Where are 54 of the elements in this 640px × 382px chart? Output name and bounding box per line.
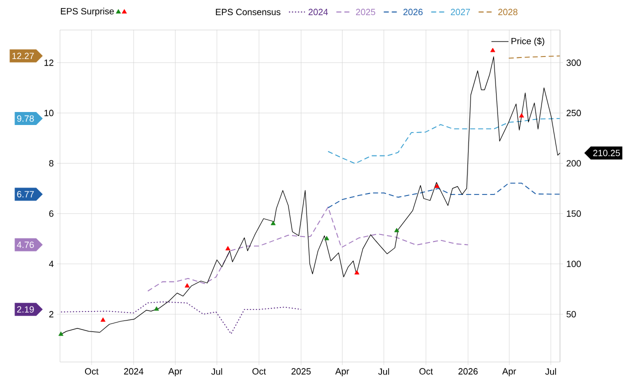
text: 4.76 [16,242,34,248]
y-tick-label: 4 [49,260,54,267]
line-series [328,118,560,164]
legend-label: 2028 [498,8,518,16]
text: 2.19 [17,306,34,313]
y-tick-label: 12 [44,60,54,66]
text: EPS Consensus [216,8,280,16]
y2-tick-label: 150 [566,210,581,217]
legend-label: 2026 [403,8,423,16]
text: EPS Surprise [60,8,114,16]
y2-tick-label: 50 [566,311,576,318]
x-tick-label: Oct [252,368,266,375]
y-tick-label: 8 [49,160,54,166]
legend-label: 2027 [450,8,470,16]
x-tick-label: Oct [84,368,99,375]
point [354,270,360,274]
text: 6.77 [17,191,34,198]
x-tick-label: Apr [335,368,350,376]
x-tick-label: Jul [545,368,556,375]
point [154,306,159,311]
legend-label: 2025 [356,8,376,16]
line-series [328,182,560,208]
point [100,317,106,322]
x-tick-label: 2026 [458,368,478,375]
text: 210.25 [593,150,620,156]
y-tick-label: 2 [49,311,54,318]
point [324,236,330,240]
y2-tick-label: 200 [566,160,581,166]
point [519,113,524,118]
line-series [147,206,468,292]
point [394,228,400,232]
point [225,246,230,250]
x-tick-label: Apr [168,368,182,376]
x-tick-label: 2024 [124,368,144,375]
x-tick-label: Jul [378,368,390,375]
line-series [60,301,302,334]
text: 12.27 [12,52,34,60]
x-tick-label: Jul [211,368,222,375]
text: 9.78 [17,115,34,122]
point [490,48,496,52]
point [270,220,276,226]
x-tick-label: 2025 [292,368,311,375]
point [434,184,440,188]
point [184,283,190,288]
y2-tick-label: 250 [566,110,581,116]
x-tick-label: Apr [502,368,516,376]
legend-label: Price ($) [512,38,544,46]
y2-tick-label: 300 [566,60,581,66]
x-tick-label: Oct [419,368,433,375]
y-tick-label: 10 [44,110,54,116]
y-tick-label: 6 [49,210,54,217]
y2-tick-label: 100 [566,260,581,268]
legend-label: 2024 [308,8,328,16]
point [58,332,64,336]
